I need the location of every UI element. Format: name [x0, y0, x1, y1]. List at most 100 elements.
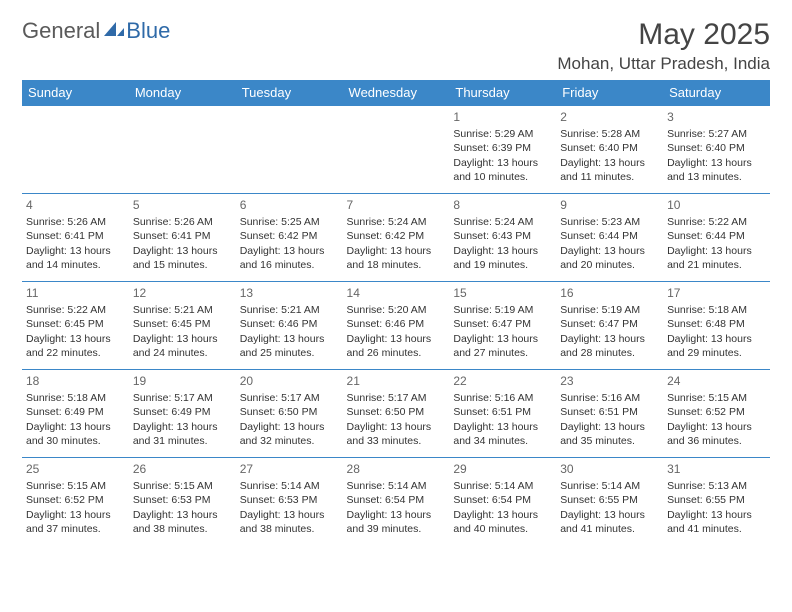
sunrise-text: Sunrise: 5:15 AM: [667, 391, 766, 405]
daylight-text: Daylight: 13 hours and 39 minutes.: [347, 508, 446, 536]
daylight-text: Daylight: 13 hours and 22 minutes.: [26, 332, 125, 360]
sunrise-text: Sunrise: 5:17 AM: [347, 391, 446, 405]
sunrise-text: Sunrise: 5:22 AM: [26, 303, 125, 317]
day-number: 6: [240, 197, 339, 213]
day-number: 12: [133, 285, 232, 301]
sunrise-text: Sunrise: 5:13 AM: [667, 479, 766, 493]
sunrise-text: Sunrise: 5:14 AM: [453, 479, 552, 493]
calendar-cell: 11Sunrise: 5:22 AMSunset: 6:45 PMDayligh…: [22, 282, 129, 370]
calendar-cell: [22, 106, 129, 194]
sunset-text: Sunset: 6:51 PM: [560, 405, 659, 419]
calendar-cell: 28Sunrise: 5:14 AMSunset: 6:54 PMDayligh…: [343, 458, 450, 546]
daylight-text: Daylight: 13 hours and 34 minutes.: [453, 420, 552, 448]
sunset-text: Sunset: 6:42 PM: [240, 229, 339, 243]
daylight-text: Daylight: 13 hours and 16 minutes.: [240, 244, 339, 272]
sunset-text: Sunset: 6:45 PM: [133, 317, 232, 331]
calendar-cell: [236, 106, 343, 194]
daylight-text: Daylight: 13 hours and 27 minutes.: [453, 332, 552, 360]
weekday-header: Sunday: [22, 80, 129, 106]
weekday-header: Thursday: [449, 80, 556, 106]
daylight-text: Daylight: 13 hours and 21 minutes.: [667, 244, 766, 272]
day-number: 31: [667, 461, 766, 477]
calendar-cell: 5Sunrise: 5:26 AMSunset: 6:41 PMDaylight…: [129, 194, 236, 282]
brand-logo: General Blue: [22, 18, 170, 44]
calendar-row: 11Sunrise: 5:22 AMSunset: 6:45 PMDayligh…: [22, 282, 770, 370]
sunset-text: Sunset: 6:43 PM: [453, 229, 552, 243]
brand-part1: General: [22, 18, 100, 44]
calendar-cell: 10Sunrise: 5:22 AMSunset: 6:44 PMDayligh…: [663, 194, 770, 282]
calendar-cell: 22Sunrise: 5:16 AMSunset: 6:51 PMDayligh…: [449, 370, 556, 458]
calendar-cell: 8Sunrise: 5:24 AMSunset: 6:43 PMDaylight…: [449, 194, 556, 282]
sunrise-text: Sunrise: 5:27 AM: [667, 127, 766, 141]
calendar-cell: 2Sunrise: 5:28 AMSunset: 6:40 PMDaylight…: [556, 106, 663, 194]
daylight-text: Daylight: 13 hours and 35 minutes.: [560, 420, 659, 448]
day-number: 16: [560, 285, 659, 301]
daylight-text: Daylight: 13 hours and 13 minutes.: [667, 156, 766, 184]
sunrise-text: Sunrise: 5:21 AM: [240, 303, 339, 317]
sunset-text: Sunset: 6:50 PM: [240, 405, 339, 419]
sunrise-text: Sunrise: 5:24 AM: [347, 215, 446, 229]
sunset-text: Sunset: 6:52 PM: [26, 493, 125, 507]
day-number: 13: [240, 285, 339, 301]
calendar-cell: 29Sunrise: 5:14 AMSunset: 6:54 PMDayligh…: [449, 458, 556, 546]
sunset-text: Sunset: 6:46 PM: [347, 317, 446, 331]
daylight-text: Daylight: 13 hours and 31 minutes.: [133, 420, 232, 448]
sunset-text: Sunset: 6:44 PM: [560, 229, 659, 243]
calendar-cell: 27Sunrise: 5:14 AMSunset: 6:53 PMDayligh…: [236, 458, 343, 546]
calendar-cell: 1Sunrise: 5:29 AMSunset: 6:39 PMDaylight…: [449, 106, 556, 194]
calendar-cell: 21Sunrise: 5:17 AMSunset: 6:50 PMDayligh…: [343, 370, 450, 458]
sunset-text: Sunset: 6:54 PM: [347, 493, 446, 507]
daylight-text: Daylight: 13 hours and 20 minutes.: [560, 244, 659, 272]
calendar-cell: 24Sunrise: 5:15 AMSunset: 6:52 PMDayligh…: [663, 370, 770, 458]
sunset-text: Sunset: 6:47 PM: [453, 317, 552, 331]
calendar-cell: 26Sunrise: 5:15 AMSunset: 6:53 PMDayligh…: [129, 458, 236, 546]
sunset-text: Sunset: 6:44 PM: [667, 229, 766, 243]
weekday-header: Wednesday: [343, 80, 450, 106]
page-header: General Blue May 2025 Mohan, Uttar Prade…: [22, 18, 770, 74]
calendar-cell: 31Sunrise: 5:13 AMSunset: 6:55 PMDayligh…: [663, 458, 770, 546]
calendar-cell: 3Sunrise: 5:27 AMSunset: 6:40 PMDaylight…: [663, 106, 770, 194]
day-number: 7: [347, 197, 446, 213]
sunrise-text: Sunrise: 5:14 AM: [240, 479, 339, 493]
calendar-cell: 15 Sunrise: 5:19 AMSunset: 6:47 PMDayligh…: [449, 282, 556, 370]
day-number: 24: [667, 373, 766, 389]
sunrise-text: Sunrise: 5:25 AM: [240, 215, 339, 229]
sunset-text: Sunset: 6:40 PM: [560, 141, 659, 155]
sunset-text: Sunset: 6:55 PM: [560, 493, 659, 507]
sunrise-text: Sunrise: 5:16 AM: [453, 391, 552, 405]
day-number: 21: [347, 373, 446, 389]
day-number: 22: [453, 373, 552, 389]
day-number: 15: [453, 285, 552, 301]
sunrise-text: Sunrise: 5:19 AM: [453, 303, 552, 317]
calendar-row: 25Sunrise: 5:15 AMSunset: 6:52 PMDayligh…: [22, 458, 770, 546]
sunset-text: Sunset: 6:47 PM: [560, 317, 659, 331]
calendar-cell: 17Sunrise: 5:18 AMSunset: 6:48 PMDayligh…: [663, 282, 770, 370]
sunrise-text: Sunrise: 5:17 AM: [133, 391, 232, 405]
daylight-text: Daylight: 13 hours and 30 minutes.: [26, 420, 125, 448]
calendar-cell: 19Sunrise: 5:17 AMSunset: 6:49 PMDayligh…: [129, 370, 236, 458]
calendar-body: 1Sunrise: 5:29 AMSunset: 6:39 PMDaylight…: [22, 106, 770, 546]
calendar-cell: [129, 106, 236, 194]
daylight-text: Daylight: 13 hours and 38 minutes.: [133, 508, 232, 536]
daylight-text: Daylight: 13 hours and 14 minutes.: [26, 244, 125, 272]
sunset-text: Sunset: 6:53 PM: [240, 493, 339, 507]
sunrise-text: Sunrise: 5:19 AM: [560, 303, 659, 317]
calendar-cell: 30Sunrise: 5:14 AMSunset: 6:55 PMDayligh…: [556, 458, 663, 546]
day-number: 3: [667, 109, 766, 125]
sunset-text: Sunset: 6:48 PM: [667, 317, 766, 331]
sunset-text: Sunset: 6:41 PM: [26, 229, 125, 243]
sunset-text: Sunset: 6:49 PM: [26, 405, 125, 419]
calendar-cell: 9Sunrise: 5:23 AMSunset: 6:44 PMDaylight…: [556, 194, 663, 282]
sunset-text: Sunset: 6:54 PM: [453, 493, 552, 507]
sunrise-text: Sunrise: 5:29 AM: [453, 127, 552, 141]
daylight-text: Daylight: 13 hours and 28 minutes.: [560, 332, 659, 360]
calendar-row: 4Sunrise: 5:26 AMSunset: 6:41 PMDaylight…: [22, 194, 770, 282]
sunset-text: Sunset: 6:50 PM: [347, 405, 446, 419]
sunrise-text: Sunrise: 5:18 AM: [667, 303, 766, 317]
day-number: 4: [26, 197, 125, 213]
day-number: 2: [560, 109, 659, 125]
sunrise-text: Sunrise: 5:22 AM: [667, 215, 766, 229]
sunset-text: Sunset: 6:45 PM: [26, 317, 125, 331]
weekday-header: Saturday: [663, 80, 770, 106]
calendar-cell: 14Sunrise: 5:20 AMSunset: 6:46 PMDayligh…: [343, 282, 450, 370]
